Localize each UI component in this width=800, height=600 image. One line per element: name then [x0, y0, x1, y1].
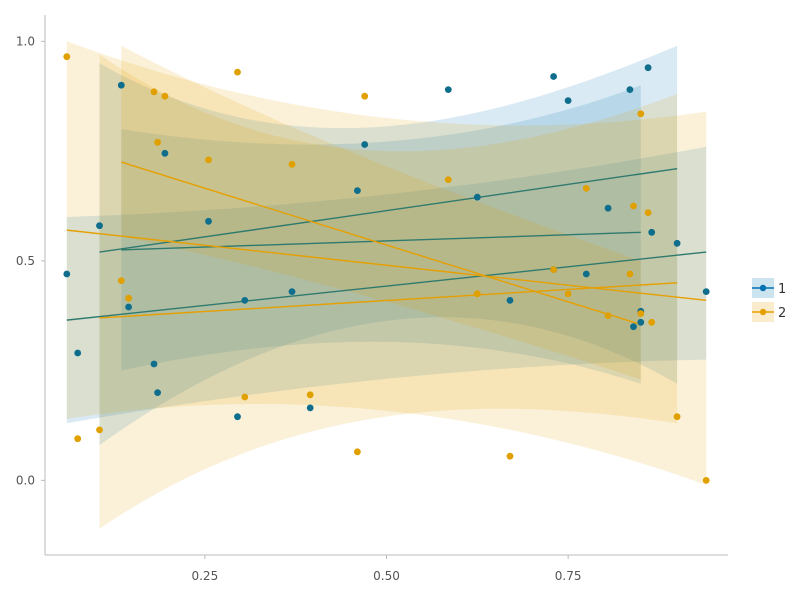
data-point — [161, 149, 169, 157]
fit-lines — [66, 161, 707, 326]
data-point — [154, 389, 162, 396]
data-point — [96, 426, 103, 434]
data-point — [637, 318, 645, 326]
data-point — [74, 435, 82, 443]
data-point — [673, 239, 681, 247]
data-point — [63, 270, 71, 278]
data-point — [702, 477, 710, 484]
data-point — [582, 270, 590, 278]
data-point — [582, 185, 590, 192]
data-point — [604, 204, 612, 212]
data-point — [630, 202, 637, 210]
confidence-band-2-1 — [66, 41, 707, 485]
data-point — [241, 393, 249, 401]
data-points — [63, 53, 710, 484]
data-point — [354, 187, 361, 195]
data-point — [288, 288, 296, 295]
data-point — [473, 290, 481, 298]
data-point — [96, 222, 103, 230]
data-point — [205, 217, 212, 225]
data-point — [241, 297, 249, 304]
data-point — [306, 391, 314, 399]
fit-line-2-1 — [66, 229, 707, 302]
data-point — [150, 360, 158, 368]
data-point — [648, 318, 656, 326]
data-point — [288, 160, 296, 168]
confidence-band-2-2 — [99, 54, 678, 529]
data-point — [354, 448, 361, 456]
data-point — [125, 294, 132, 302]
legend-marker-1 — [759, 284, 767, 292]
data-point — [205, 156, 212, 164]
data-point — [74, 349, 82, 357]
data-point — [644, 64, 652, 72]
legend-label-1: 1 — [778, 282, 786, 297]
data-point — [154, 138, 162, 146]
data-point — [234, 413, 241, 421]
data-point — [506, 452, 514, 460]
x-tick-label: 0.75 — [555, 569, 582, 583]
data-point — [117, 277, 125, 284]
data-point — [161, 92, 169, 100]
fit-line-1-1 — [66, 251, 707, 321]
data-point — [604, 312, 612, 320]
fit-line-2-3 — [121, 161, 642, 326]
fit-line-1-2 — [99, 167, 678, 253]
data-point — [125, 303, 132, 311]
confidence-bands — [66, 41, 707, 529]
data-point — [673, 413, 681, 421]
confidence-band-1-1 — [66, 146, 707, 424]
data-point — [63, 53, 71, 61]
data-point — [630, 323, 637, 331]
data-point — [637, 110, 645, 118]
confidence-band-2-3 — [121, 45, 641, 380]
data-point — [117, 81, 125, 89]
data-point — [150, 88, 158, 96]
data-point — [564, 290, 572, 298]
fit-line-2-2 — [99, 282, 678, 319]
data-point — [637, 310, 645, 317]
data-point — [644, 209, 652, 217]
data-point — [550, 266, 557, 273]
y-tick-label: 0.5 — [16, 254, 35, 268]
data-point — [564, 97, 572, 104]
legend: 12 — [752, 278, 786, 322]
data-point — [702, 288, 710, 295]
data-point — [550, 73, 557, 80]
legend-label-2: 2 — [778, 306, 786, 321]
legend-marker-2 — [759, 308, 767, 316]
data-point — [234, 68, 241, 76]
data-point — [626, 270, 634, 278]
y-tick-label: 0.0 — [16, 473, 35, 487]
data-point — [361, 92, 369, 100]
y-tick-label: 1.0 — [16, 34, 35, 48]
data-point — [626, 86, 634, 93]
data-point — [444, 86, 452, 93]
data-point — [506, 297, 514, 304]
x-tick-label: 0.25 — [191, 569, 218, 583]
data-point — [444, 176, 452, 184]
data-point — [473, 193, 481, 201]
x-tick-label: 0.50 — [373, 569, 400, 583]
data-point — [648, 228, 656, 236]
fit-line-1-3 — [121, 231, 641, 251]
axis-ticks: 0.25 0.50 0.75 0.0 0.5 1.0 — [16, 34, 582, 583]
data-point — [306, 404, 314, 412]
data-point — [361, 141, 369, 148]
